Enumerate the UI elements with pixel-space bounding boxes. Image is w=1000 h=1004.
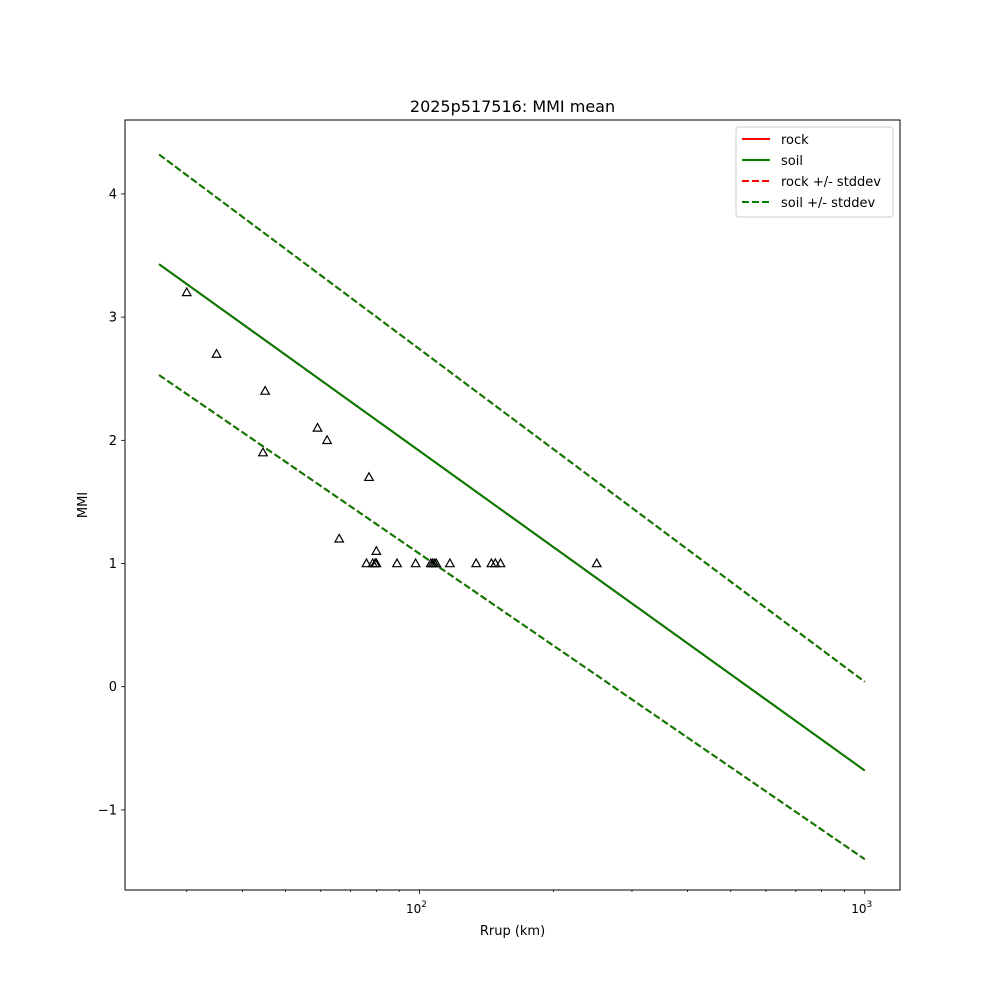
legend-label: rock +/- stddev <box>781 175 881 190</box>
legend: rock soil rock +/- stddev soil +/- stddev <box>735 126 894 218</box>
legend-box <box>735 126 894 218</box>
x-axis-label: Rrup (km) <box>480 924 545 939</box>
series-line-soil-1 <box>158 263 866 772</box>
x-tick-label: 103 <box>851 900 872 916</box>
observation-point <box>211 348 222 358</box>
series-line-soil-stddev-1 <box>158 153 866 683</box>
chart-title: 2025p517516: MMI mean <box>410 97 615 116</box>
observation-point <box>371 545 382 555</box>
observation-point <box>257 446 269 457</box>
observation-point <box>430 557 442 568</box>
y-tick-label: 4 <box>109 187 117 202</box>
observation-point <box>181 286 193 297</box>
series-layer <box>158 153 866 861</box>
legend-label: soil +/- stddev <box>781 196 876 211</box>
observation-points <box>181 286 602 568</box>
observation-point <box>410 557 421 568</box>
y-axis-label: MMI <box>76 492 91 518</box>
x-axis-ticks: 102 103 <box>186 890 872 916</box>
observation-point <box>333 533 345 543</box>
y-tick-label: 2 <box>109 434 117 449</box>
observation-point <box>444 557 456 568</box>
y-axis-ticks: −1 0 1 2 3 4 <box>98 187 125 818</box>
legend-label: soil <box>781 154 803 169</box>
x-tick-label: 102 <box>406 900 427 916</box>
legend-label: rock <box>781 133 809 148</box>
observation-point <box>361 557 372 568</box>
observation-point <box>495 557 506 568</box>
observation-point <box>591 557 602 568</box>
series-line-soil-stddev-2 <box>158 374 866 861</box>
observation-point <box>363 471 375 482</box>
y-tick-label: −1 <box>98 803 117 818</box>
observation-point <box>321 434 333 445</box>
y-tick-label: 0 <box>109 680 117 695</box>
observation-point <box>391 557 403 568</box>
observation-point <box>312 422 323 432</box>
y-tick-label: 1 <box>109 557 117 572</box>
series-line-rock-stddev-2 <box>158 374 866 861</box>
observation-point <box>371 557 382 568</box>
observation-point <box>490 557 501 568</box>
observation-point <box>470 557 482 568</box>
y-tick-label: 3 <box>109 311 117 326</box>
observation-point <box>259 385 271 395</box>
plot-frame <box>124 119 901 891</box>
